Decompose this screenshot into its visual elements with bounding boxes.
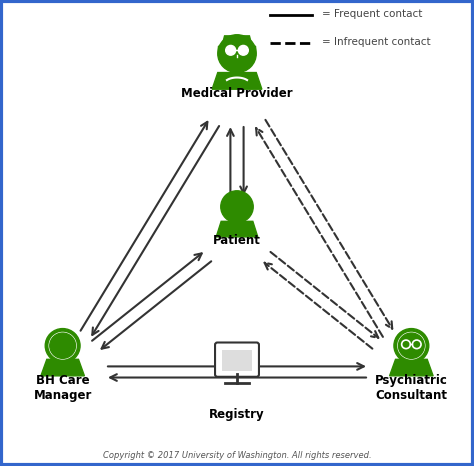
Circle shape (226, 45, 236, 55)
Circle shape (238, 45, 248, 55)
Polygon shape (216, 221, 258, 237)
Circle shape (398, 332, 425, 359)
Circle shape (45, 329, 80, 363)
Text: Psychiatric
Consultant: Psychiatric Consultant (375, 374, 448, 402)
Polygon shape (221, 36, 253, 49)
FancyBboxPatch shape (215, 343, 259, 377)
Text: Medical Provider: Medical Provider (181, 87, 293, 100)
Circle shape (394, 329, 429, 363)
Text: = Infrequent contact: = Infrequent contact (322, 37, 430, 47)
Text: = Frequent contact: = Frequent contact (322, 9, 422, 19)
Circle shape (218, 35, 256, 73)
Text: Registry: Registry (209, 408, 265, 421)
Polygon shape (212, 73, 262, 89)
Bar (222, 350, 252, 371)
Circle shape (50, 333, 75, 358)
Polygon shape (390, 359, 433, 376)
Text: Patient: Patient (213, 234, 261, 247)
Text: BH Care
Manager: BH Care Manager (34, 374, 92, 402)
Circle shape (49, 332, 76, 359)
Circle shape (399, 333, 424, 358)
Circle shape (221, 191, 253, 223)
FancyBboxPatch shape (219, 46, 255, 51)
Text: Copyright © 2017 University of Washington. All rights reserved.: Copyright © 2017 University of Washingto… (103, 451, 371, 460)
Polygon shape (41, 359, 84, 376)
